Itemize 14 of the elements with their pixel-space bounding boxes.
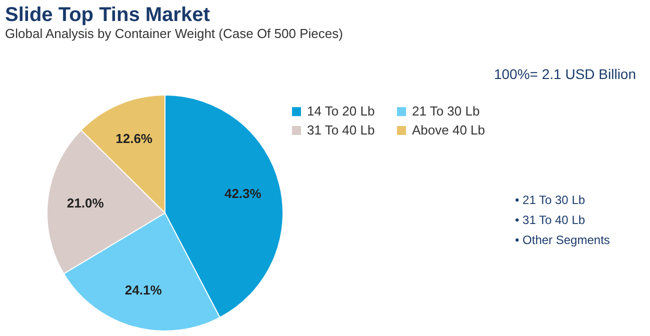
text: • Other Segments: [515, 233, 610, 247]
legend-label: 21 To 30 Lb: [412, 104, 480, 119]
legend-label: 31 To 40 Lb: [307, 122, 375, 138]
data-label: 24.1%: [124, 282, 162, 298]
chart-title: Slide Top Tins Market: [5, 4, 210, 26]
data-label: 42.3%: [224, 186, 262, 201]
text: • 21 To 30 Lb: [515, 193, 586, 207]
data-label: 21.0%: [66, 195, 104, 210]
legend-label: 14 To 20 Lb: [307, 104, 375, 119]
chart-subtitle: Global Analysis by Container Weight (Case Of 500 Pieces): [5, 26, 343, 41]
text: 100%= 2.1 USD Billion: [494, 66, 636, 82]
data-label: 12.6%: [116, 130, 153, 146]
text: • 31 To 40 Lb: [515, 213, 586, 227]
legend-label: Above 40 Lb: [412, 122, 486, 138]
